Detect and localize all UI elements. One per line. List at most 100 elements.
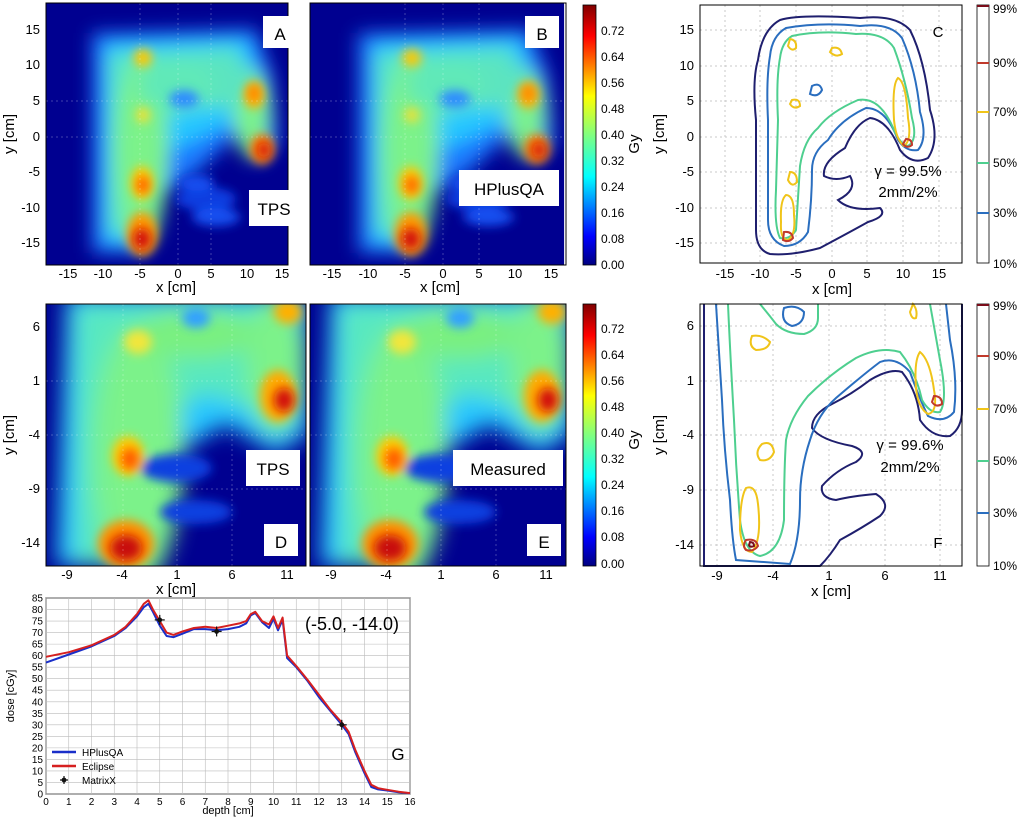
ytick-label: -10 xyxy=(675,200,694,215)
panel-a-xlabel: x [cm] xyxy=(156,279,196,296)
panel-d-ylabel: y [cm] xyxy=(1,415,18,455)
ytick-label: 0 xyxy=(33,129,40,144)
ytick-label: 15 xyxy=(680,22,694,37)
panel-g-letter: G xyxy=(391,745,404,764)
panel-g-legend: HPlusQA Eclipse MatrixX xyxy=(52,748,123,787)
xtick-label: -15 xyxy=(716,266,735,281)
ytick-label: 20 xyxy=(32,743,44,754)
isodose-70-contour xyxy=(779,37,911,242)
ytick-label: -15 xyxy=(675,235,694,250)
ytick-label: -9 xyxy=(682,482,694,497)
panel-d: D TPS 6 1 -4 -9 -14 y [cm] -9 -4 1 6 11 … xyxy=(1,303,307,598)
panel-f-criteria: 2mm/2% xyxy=(880,459,939,476)
isodose-legend-row1-ticks: 99% 90% 70% 50% 30% 10% xyxy=(993,2,1017,271)
panel-a-xticks: -15 -10 -5 0 5 10 15 xyxy=(59,266,290,281)
panel-a-letter: A xyxy=(274,25,286,44)
colorbar-tick: 0.72 xyxy=(601,24,625,38)
panel-b: B HPlusQA -15 -10 -5 0 5 10 15 x [cm] xyxy=(309,2,567,296)
ytick-label: 25 xyxy=(32,732,44,743)
panel-c-yticks: 15 10 5 0 -5 -10 -15 xyxy=(675,22,694,250)
panel-a-grid xyxy=(46,3,288,265)
colorbar-row2-gradient xyxy=(582,303,597,567)
xtick-label: 1 xyxy=(173,567,180,582)
panel-d-yticks: 6 1 -4 -9 -14 xyxy=(21,319,40,550)
xtick-label: 15 xyxy=(275,266,289,281)
ytick-label: 0 xyxy=(37,790,43,801)
panel-b-grid xyxy=(310,3,566,265)
panel-g: 0 1 2 3 4 5 6 7 8 9 10 11 12 13 14 15 16 051015202530354… xyxy=(5,594,416,818)
panel-c-letter: C xyxy=(933,24,944,41)
xtick-label: 11 xyxy=(539,567,553,582)
panel-e-xticks: -9 -4 1 6 11 xyxy=(325,567,553,582)
colorbar-tick: 0.08 xyxy=(601,530,625,544)
xtick-label: -5 xyxy=(790,266,802,281)
ytick-label: 1 xyxy=(687,373,694,388)
isodose-legend-row2-bar xyxy=(976,303,990,567)
matrixx-point xyxy=(336,719,347,730)
ytick-label: 15 xyxy=(26,22,40,37)
ytick-label: 10 xyxy=(680,58,694,73)
xtick-label: 10 xyxy=(508,266,522,281)
colorbar-row1: 0.72 0.64 0.56 0.48 0.40 0.32 0.24 0.16 … xyxy=(582,4,643,272)
colorbar-row2-ticks: 0.72 0.64 0.56 0.48 0.40 0.32 0.24 0.16 … xyxy=(601,322,625,571)
panel-d-letter-box xyxy=(264,524,298,556)
xtick-label: -10 xyxy=(751,266,770,281)
colorbar-tick: 0.00 xyxy=(601,258,625,272)
xtick-label: 6 xyxy=(228,567,235,582)
panel-a: A TPS 15 10 5 0 -5 -10 -15 y [cm] -15 -1… xyxy=(1,2,299,296)
colorbar-tick: 0.00 xyxy=(601,557,625,571)
panel-d-grid xyxy=(46,304,306,566)
ytick-label: 45 xyxy=(32,686,44,697)
panel-b-xticks: -15 -10 -5 0 5 10 15 xyxy=(323,266,559,281)
isodose-30-contour xyxy=(715,303,957,566)
isodose-tick: 10% xyxy=(993,559,1017,573)
xtick-label: 10 xyxy=(240,266,254,281)
colorbar-tick: 0.32 xyxy=(601,452,625,466)
panel-d-xlabel: x [cm] xyxy=(156,581,196,598)
ytick-label: 5 xyxy=(33,93,40,108)
panel-a-yticks: 15 10 5 0 -5 -10 -15 xyxy=(21,22,40,250)
panel-a-letter-box xyxy=(263,16,297,48)
xtick-label: 6 xyxy=(881,568,888,583)
isodose-90-contour xyxy=(781,137,914,243)
panel-f-yticks: 6 1 -4 -9 -14 xyxy=(675,318,694,552)
panel-f-ylabel: y [cm] xyxy=(651,415,668,455)
isodose-50-contour xyxy=(774,31,916,240)
panel-b-letter: B xyxy=(536,25,547,44)
ytick-label: 10 xyxy=(32,766,44,777)
xtick-label: 12 xyxy=(313,797,325,808)
colorbar-tick: 0.40 xyxy=(601,128,625,142)
panel-e-label: Measured xyxy=(470,460,546,479)
xtick-label: 13 xyxy=(336,797,348,808)
colorbar-row1-ticks: 0.72 0.64 0.56 0.48 0.40 0.32 0.24 0.16 … xyxy=(601,24,625,272)
colorbar-row1-unit: Gy xyxy=(626,134,643,154)
xtick-label: 0 xyxy=(828,266,835,281)
isodose-30-inner-contour xyxy=(808,83,824,97)
xtick-label: 5 xyxy=(207,266,214,281)
panel-c-xlabel: x [cm] xyxy=(812,281,852,298)
legend-matrixx-marker xyxy=(61,777,67,783)
panel-c-criteria: 2mm/2% xyxy=(878,184,937,201)
xtick-label: -4 xyxy=(767,568,779,583)
isodose-tick: 90% xyxy=(993,56,1017,70)
ytick-label: 0 xyxy=(687,129,694,144)
panel-g-ylabel: dose [cGy] xyxy=(5,670,17,723)
xtick-label: 15 xyxy=(544,266,558,281)
xtick-label: -9 xyxy=(325,567,337,582)
isodose-legend-row1: 99% 90% 70% 50% 30% 10% xyxy=(976,2,1017,271)
colorbar-row2: 0.72 0.64 0.56 0.48 0.40 0.32 0.24 0.16 … xyxy=(582,303,643,571)
ytick-label: 75 xyxy=(32,617,44,628)
ytick-label: 30 xyxy=(32,720,44,731)
panel-f-contours xyxy=(703,302,963,567)
ytick-label: 6 xyxy=(687,318,694,333)
ytick-label: 1 xyxy=(33,373,40,388)
xtick-label: 11 xyxy=(280,567,294,582)
colorbar-tick: 0.16 xyxy=(601,504,625,518)
colorbar-tick: 0.08 xyxy=(601,232,625,246)
colorbar-tick: 0.56 xyxy=(601,76,625,90)
panel-g-grid xyxy=(45,597,411,795)
ytick-label: 40 xyxy=(32,697,44,708)
isodose-legend-row2: 99% 90% 70% 50% 30% 10% xyxy=(976,299,1017,573)
xtick-label: 2 xyxy=(89,797,95,808)
